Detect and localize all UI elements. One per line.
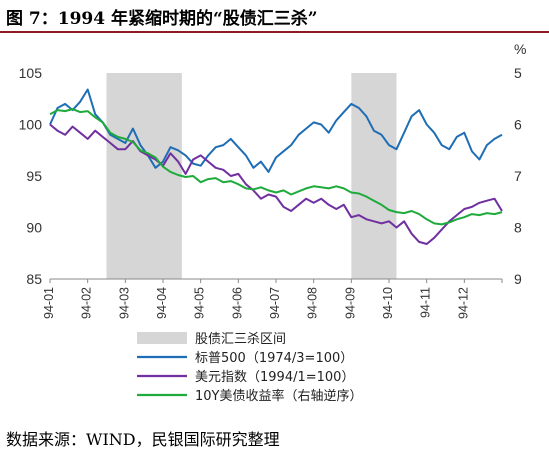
left-y-tick-label: 90: [26, 220, 42, 236]
right-y-tick-label: 6: [514, 117, 522, 133]
left-y-tick-label: 100: [19, 117, 43, 133]
x-tick-label: 94-04: [155, 287, 169, 319]
right-y-tick-label: 8: [514, 220, 522, 236]
x-tick-label: 94-03: [117, 287, 131, 319]
left-y-tick-label: 105: [19, 65, 43, 81]
figure-title: 图 7：1994 年紧缩时期的“股债汇三杀”: [6, 9, 318, 29]
x-tick-label: 94-05: [193, 287, 207, 319]
legend-label: 标普500（1974/3=100）: [195, 351, 353, 366]
x-tick-label: 94-07: [268, 287, 282, 319]
shaded-period-1: [106, 73, 182, 279]
legend-swatch-band: [137, 332, 187, 344]
right-y-tick-label: 5: [514, 65, 522, 81]
left-y-tick-label: 85: [26, 271, 42, 287]
x-tick-label: 94-10: [381, 287, 395, 319]
left-y-tick-label: 95: [26, 168, 42, 184]
x-tick-label: 94-09: [343, 287, 357, 319]
x-tick-label: 94-11: [419, 287, 433, 318]
x-tick-label: 94-12: [456, 287, 470, 319]
legend-label: 股债汇三杀区间: [195, 332, 286, 347]
x-tick-label: 94-01: [42, 287, 56, 319]
x-tick-label: 94-02: [80, 287, 94, 319]
chart-series: [49, 88, 503, 245]
shaded-period-2: [351, 73, 397, 279]
legend-label: 美元指数（1994/1=100）: [195, 370, 354, 385]
source-note: 数据来源：WIND，民银国际研究整理: [6, 430, 280, 449]
right-y-tick-label: 7: [514, 168, 522, 184]
x-tick-label: 94-08: [306, 287, 320, 319]
right-axis-unit: %: [514, 41, 526, 57]
right-y-tick-label: 9: [514, 271, 522, 287]
series-line-3: [49, 108, 503, 226]
series-line-2: [49, 123, 503, 245]
chart-axes: [49, 278, 503, 283]
legend-label: 10Y美债收益率（右轴逆序）: [195, 388, 362, 404]
series-line-1: [49, 88, 503, 173]
x-tick-label: 94-06: [230, 287, 244, 319]
title-divider: [0, 31, 549, 33]
